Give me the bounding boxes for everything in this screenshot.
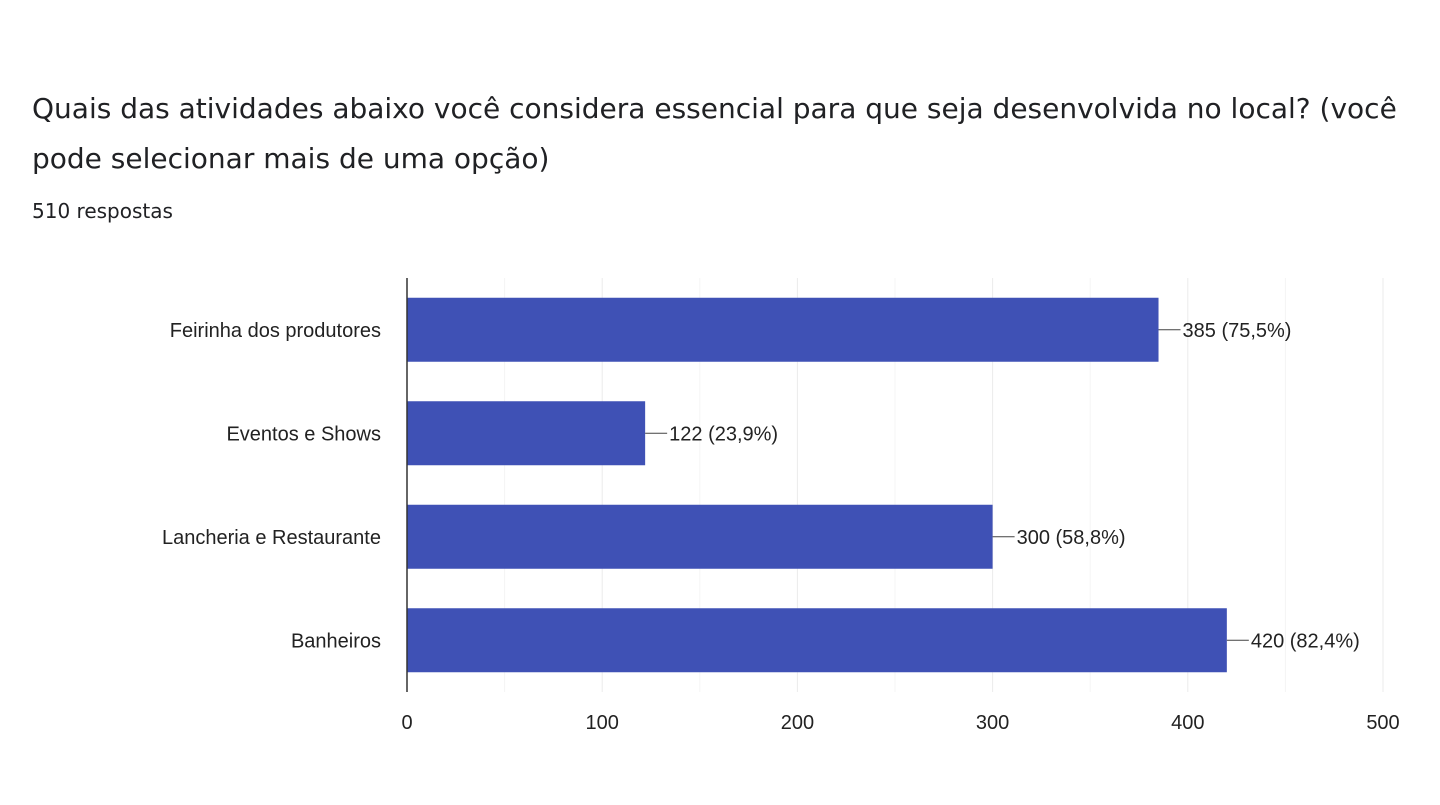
- x-tick-label: 500: [1366, 712, 1399, 734]
- category-label: Eventos e Shows: [226, 423, 381, 445]
- bar: [407, 608, 1227, 673]
- data-label: 420 (82,4%): [1251, 630, 1360, 652]
- x-tick-label: 300: [976, 712, 1009, 734]
- data-label: 122 (23,9%): [669, 423, 778, 445]
- response-count: 510 respostas: [32, 199, 173, 223]
- x-tick-label: 200: [781, 712, 814, 734]
- bar: [407, 504, 993, 569]
- bar: [407, 297, 1159, 362]
- bar: [407, 401, 646, 466]
- data-label: 300 (58,8%): [1017, 527, 1126, 549]
- x-tick-label: 400: [1171, 712, 1204, 734]
- category-label: Lancheria e Restaurante: [162, 527, 381, 549]
- x-tick-label: 0: [401, 712, 412, 734]
- data-label: 385 (75,5%): [1183, 320, 1292, 342]
- category-label: Banheiros: [291, 630, 381, 652]
- x-tick-label: 100: [586, 712, 619, 734]
- question-title: Quais das atividades abaixo você conside…: [32, 92, 1397, 175]
- category-label: Feirinha dos produtores: [170, 320, 381, 342]
